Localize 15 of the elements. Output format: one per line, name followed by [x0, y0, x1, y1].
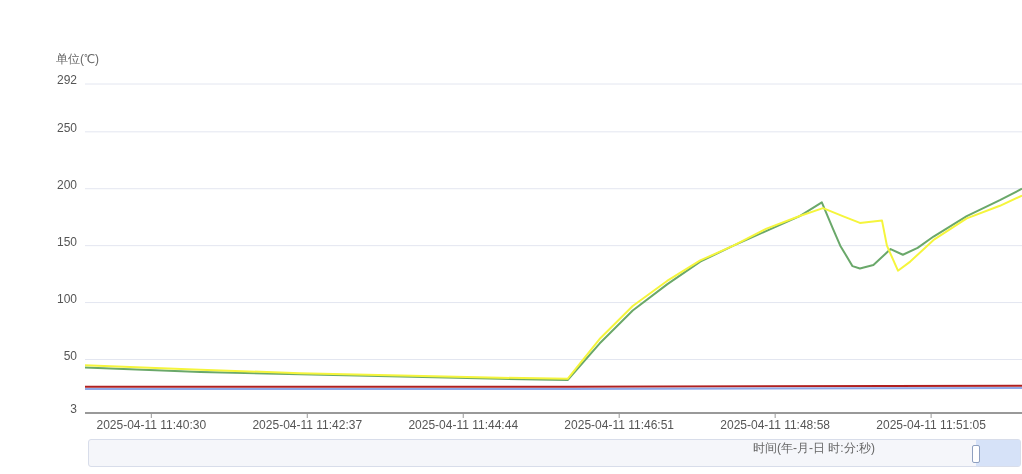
x-tick-label: 2025-04-11 11:44:44 — [408, 417, 519, 432]
y-tick-label: 200 — [56, 177, 78, 192]
x-tick-label: 2025-04-11 11:40:30 — [96, 417, 207, 432]
x-tick-label: 2025-04-11 11:48:58 — [720, 417, 831, 432]
y-tick-label: 250 — [56, 121, 78, 136]
y-tick-label: 292 — [56, 73, 78, 88]
x-tick-label: 2025-04-11 11:46:51 — [564, 417, 675, 432]
y-tick-label: 3 — [70, 402, 78, 417]
x-tick-label: 2025-04-11 11:51:05 — [876, 417, 987, 432]
y-tick-label: 50 — [63, 348, 78, 363]
y-tick-label: 150 — [56, 234, 78, 249]
y-tick-label: 100 — [56, 291, 78, 306]
x-axis-title: 时间(年-月-日 时:分:秒) — [753, 440, 875, 457]
y-axis-title: 单位(℃) — [56, 51, 99, 68]
x-tick-label: 2025-04-11 11:42:37 — [252, 417, 363, 432]
